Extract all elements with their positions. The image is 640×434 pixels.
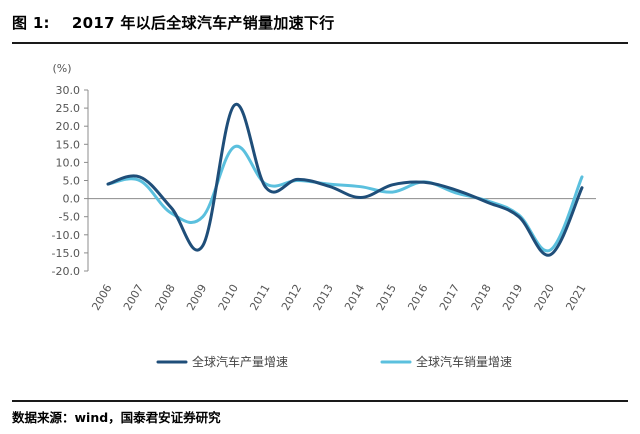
y-tick-label: 30.0	[56, 84, 81, 97]
y-tick-label: 0.0	[63, 193, 81, 206]
x-tick-label: 2008	[153, 282, 178, 313]
x-tick-label: 2016	[405, 282, 430, 313]
x-tick-label: 2009	[184, 282, 209, 313]
series-line-production	[106, 102, 584, 257]
title-divider	[12, 42, 628, 44]
y-tick-label: 25.0	[56, 102, 81, 115]
y-tick-label: -10.0	[52, 229, 80, 242]
y-tick-label: 10.0	[56, 156, 81, 169]
y-tick-label: 20.0	[56, 120, 81, 133]
x-tick-label: 2014	[342, 282, 367, 313]
x-tick-label: 2015	[374, 282, 399, 313]
y-tick-label: 15.0	[56, 138, 81, 151]
y-axis-unit: (%)	[52, 62, 71, 75]
figure-title-text: 2017 年以后全球汽车产销量加速下行	[71, 14, 335, 32]
figure-title: 图 1: 2017 年以后全球汽车产销量加速下行	[12, 12, 335, 33]
legend-label-production: 全球汽车产量增速	[192, 354, 288, 369]
x-tick-label: 2018	[469, 282, 494, 313]
y-tick-label: -5.0	[59, 211, 80, 224]
x-tick-label: 2013	[311, 282, 336, 313]
y-tick-label: -20.0	[52, 265, 80, 278]
series-line-sales	[106, 144, 584, 253]
x-tick-label: 2012	[279, 282, 304, 313]
x-tick-label: 2017	[437, 282, 462, 313]
x-tick-label: 2007	[121, 282, 146, 313]
source-divider	[12, 400, 628, 402]
x-tick-label: 2019	[500, 282, 525, 313]
legend: 全球汽车产量增速 全球汽车销量增速	[156, 354, 512, 369]
x-tick-label: 2010	[216, 282, 241, 313]
y-tick-label: 5.0	[63, 175, 81, 188]
source-note: 数据来源：wind，国泰君安证券研究	[12, 410, 221, 425]
x-tick-label: 2011	[247, 282, 272, 313]
figure-label: 图 1:	[12, 14, 50, 32]
legend-label-sales: 全球汽车销量增速	[416, 354, 512, 369]
series-layer	[106, 102, 584, 257]
y-tick-label: -15.0	[52, 247, 80, 260]
x-tick-label: 2006	[89, 282, 114, 313]
x-tick-label: 2021	[563, 282, 588, 313]
x-tick-label: 2020	[532, 282, 557, 313]
y-axis: (%) 30.0 25.0 20.0 15.0 10.0 5.0 0.0 -5.0 -10.0 -1…	[52, 62, 89, 278]
